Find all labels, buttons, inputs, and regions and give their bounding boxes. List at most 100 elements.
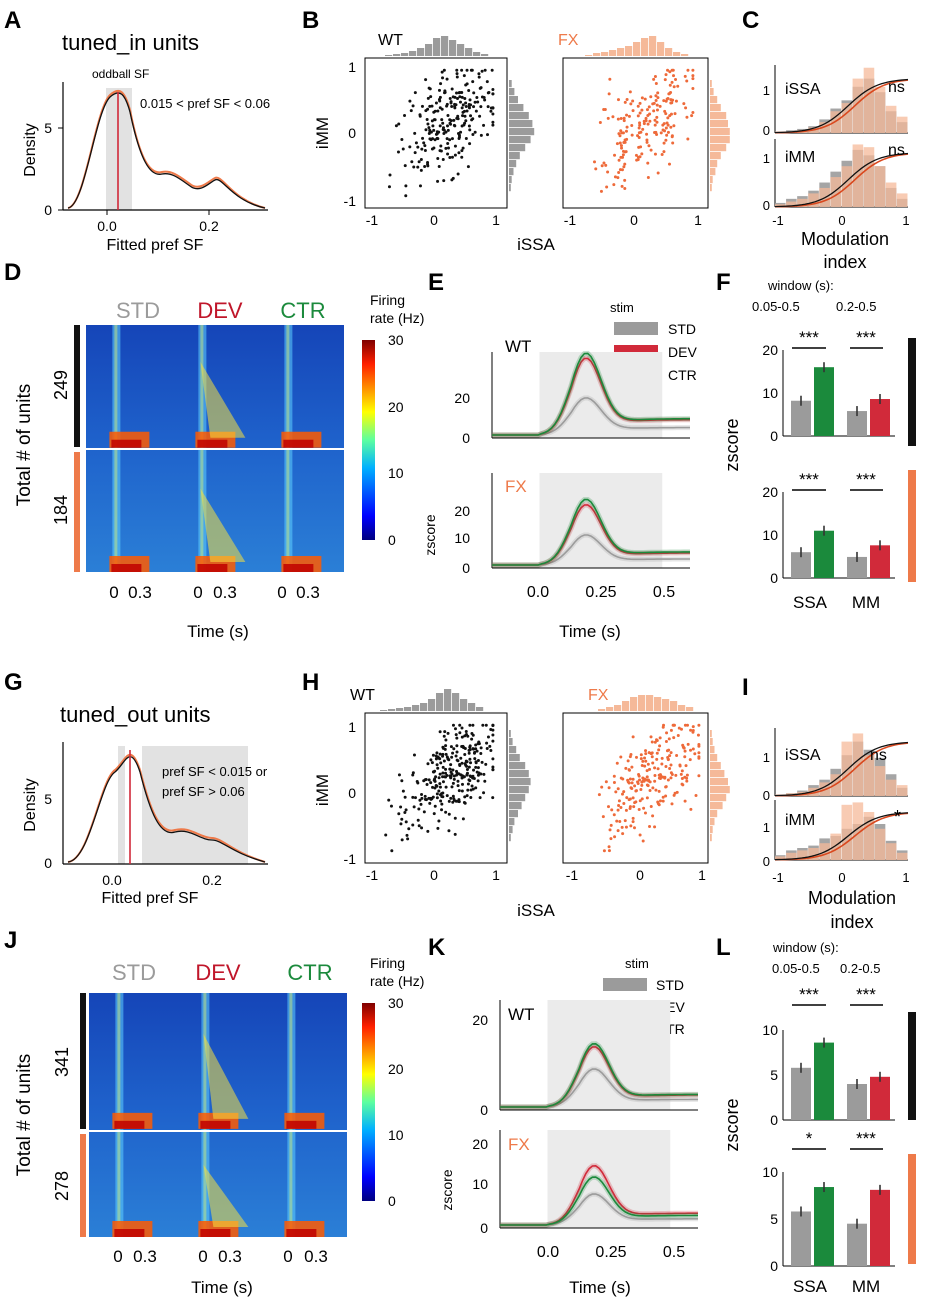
strong-response	[197, 564, 228, 572]
heat-count-fx: 278	[52, 1171, 72, 1201]
scatter-dot	[404, 194, 408, 198]
scatter-dot	[611, 115, 615, 119]
scatter-dot	[680, 777, 684, 781]
density-tick: 5	[44, 791, 52, 807]
scatter-dot	[479, 133, 483, 137]
scatter-dot	[648, 788, 652, 792]
scatter-ylabel: iMM	[313, 117, 332, 149]
scatter-dot	[452, 777, 456, 781]
bar-ylabel: zscore	[722, 418, 742, 471]
scatter-dot	[399, 822, 403, 826]
scatter-dot	[417, 824, 421, 828]
scatter-dot	[693, 752, 697, 756]
hist-bar	[710, 104, 721, 112]
scatter-xtick: 1	[492, 867, 500, 883]
sf-axis-label: Fitted pref SF	[102, 890, 199, 907]
scatter-dot	[491, 92, 495, 96]
scatter-dot	[411, 795, 415, 799]
scatter-dot	[615, 819, 619, 823]
scatter-dot	[462, 123, 466, 127]
scatter-dot	[608, 77, 612, 81]
scatter-dot	[694, 793, 698, 797]
psth-tick: 0	[462, 430, 470, 446]
scatter-dot	[445, 794, 449, 798]
bar-xlabel-mm: MM	[852, 1277, 880, 1296]
hist-bar	[409, 51, 417, 56]
scatter-dot	[644, 752, 648, 756]
scatter-dot	[448, 121, 452, 125]
scatter-dot	[640, 96, 644, 100]
scatter-dot	[419, 168, 423, 172]
scatter-dot	[626, 759, 630, 763]
scatter-dot	[468, 757, 472, 761]
hist-bar	[710, 746, 715, 754]
scatter-dot	[460, 726, 464, 730]
scatter-dot	[616, 808, 620, 812]
scatter-dot	[444, 744, 448, 748]
scatter-dot	[461, 817, 465, 821]
panel-letter-f: F	[716, 269, 731, 296]
scatter-dot	[404, 184, 408, 188]
scatter-dot	[455, 75, 459, 79]
sigmoid-wt	[774, 152, 909, 208]
scatter-dot	[450, 137, 454, 141]
scatter-dot	[430, 761, 434, 765]
scatter-dot	[456, 114, 460, 118]
scatter-dot	[447, 812, 451, 816]
scatter-dot	[628, 806, 632, 810]
scatter-dot	[634, 789, 638, 793]
hist-bar	[457, 44, 465, 56]
scatter-dot	[444, 146, 448, 150]
latency-sweep	[203, 1033, 249, 1119]
hist-bar	[622, 701, 630, 711]
scatter-dot	[426, 829, 430, 833]
scatter-dot	[634, 800, 638, 804]
scatter-dot	[489, 748, 493, 752]
legend-std: STD	[668, 321, 696, 337]
scatter-side-histogram	[710, 80, 730, 192]
scatter-dot	[458, 95, 462, 99]
scatter-dot	[437, 88, 441, 92]
imm-sig: *	[894, 807, 901, 827]
scatter-dot	[626, 778, 630, 782]
scatter-dot	[637, 807, 641, 811]
bar-ssa-ctr	[814, 1187, 834, 1266]
scatter-dot	[469, 761, 473, 765]
scatter-dot	[636, 104, 640, 108]
scatter-wt-label: WT	[378, 32, 403, 49]
scatter-dot	[684, 106, 688, 110]
scatter-xtick: 1	[492, 212, 500, 228]
scatter-dot	[482, 772, 486, 776]
sig-wt-mm: ***	[856, 328, 876, 347]
psth-fx	[499, 1130, 698, 1229]
hist-bar-fx	[896, 116, 908, 133]
scatter-dot	[453, 104, 457, 108]
scatter-dot	[696, 733, 700, 737]
scatter-dot	[667, 162, 671, 166]
scatter-dot	[468, 723, 472, 727]
scatter-dot	[456, 759, 460, 763]
scatter-dot	[472, 91, 476, 95]
scatter-dot	[665, 133, 669, 137]
mod-tick: -1	[772, 213, 784, 228]
scatter-dot	[422, 141, 426, 145]
colorbar	[362, 340, 375, 540]
scatter-ytick: 0	[348, 125, 356, 141]
scatter-dot	[621, 153, 625, 157]
sigmoid-wt	[774, 812, 909, 861]
hist-bar-fx	[852, 733, 864, 796]
scatter-dot	[413, 796, 417, 800]
scatter-dot	[456, 117, 460, 121]
scatter-dot	[638, 799, 642, 803]
scatter-ytick: -1	[344, 193, 357, 209]
scatter-dot	[649, 804, 653, 808]
scatter-dot	[629, 824, 633, 828]
scatter-dot	[463, 97, 467, 101]
scatter-dot	[437, 165, 441, 169]
latency-sweep	[200, 361, 246, 438]
scatter-dot	[656, 767, 660, 771]
sig-wt-ssa: ***	[799, 328, 819, 347]
scatter-dot	[468, 779, 472, 783]
cbar-title: rate (Hz)	[370, 973, 424, 989]
